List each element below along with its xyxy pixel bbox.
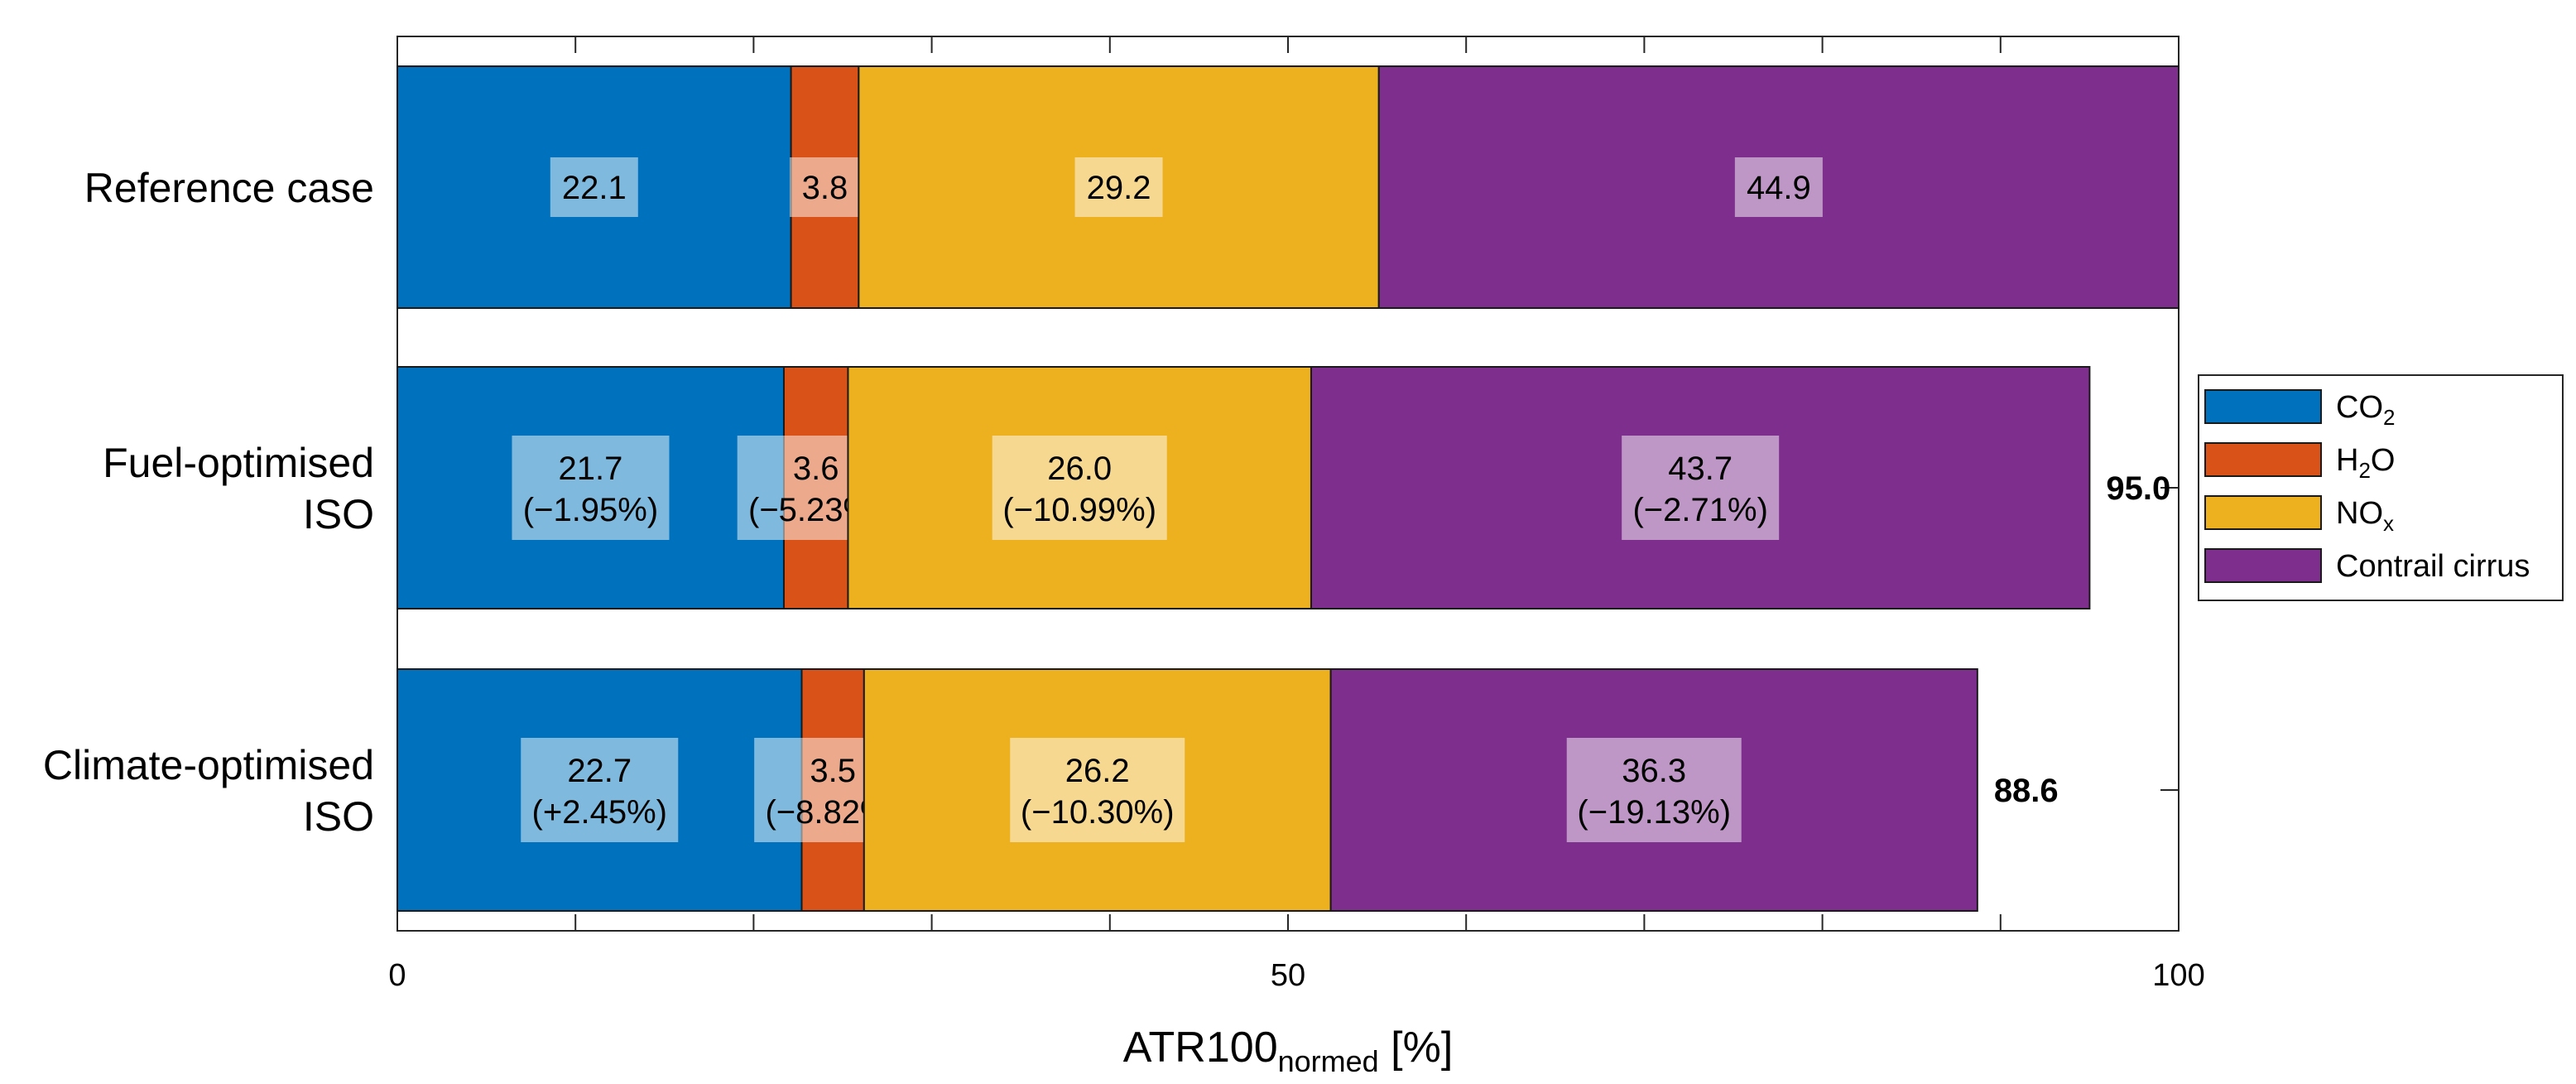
value-label: 29.2 xyxy=(1087,170,1151,206)
category-label: Climate-optimised ISO xyxy=(43,742,374,840)
value-label-number: 43.7 xyxy=(1668,450,1733,487)
legend-entry-text: H xyxy=(2336,443,2358,478)
value-label-box xyxy=(1566,738,1742,842)
value-label-number: 22.7 xyxy=(567,753,632,789)
value-label-change: (−19.13%) xyxy=(1577,794,1731,831)
value-label-number: 3.8 xyxy=(802,170,848,206)
legend-swatch xyxy=(2204,442,2322,477)
x-tick-label: 0 xyxy=(388,958,406,993)
legend-entry-subscript: 2 xyxy=(2383,405,2395,430)
legend-entry: Contrail cirrus xyxy=(2336,549,2530,584)
legend-entry-subscript: 2 xyxy=(2358,458,2370,483)
value-label-box xyxy=(1010,738,1185,842)
value-label: 36.3 (−19.13%) xyxy=(1577,753,1731,831)
value-label: 22.1 xyxy=(562,170,627,206)
value-label-box xyxy=(1734,157,1823,217)
category-label-line: Reference case xyxy=(84,165,374,211)
legend-entry: CO2 xyxy=(2336,390,2395,430)
value-label-change: (−10.30%) xyxy=(1021,794,1175,831)
legend-entry-text: NO xyxy=(2336,496,2383,531)
value-label-change: (+2.45%) xyxy=(532,794,667,831)
value-label-box xyxy=(992,436,1167,540)
category-label-line: ISO xyxy=(303,793,374,840)
value-label-number: 22.1 xyxy=(562,170,627,206)
legend-swatch xyxy=(2204,389,2322,424)
value-label-number: 21.7 xyxy=(559,450,623,487)
legend-entry-text: CO xyxy=(2336,390,2383,425)
value-label-change: (−1.95%) xyxy=(523,492,658,528)
value-label-box xyxy=(1074,157,1163,217)
value-label: 22.7 (+2.45%) xyxy=(532,753,667,831)
x-axis-title-main: ATR100 xyxy=(1123,1024,1278,1072)
value-label-number: 3.5 xyxy=(810,753,856,789)
legend-swatch xyxy=(2204,548,2322,583)
x-tick-label: 100 xyxy=(2152,958,2204,993)
category-label: Fuel-optimised ISO xyxy=(103,440,374,537)
legend-entry: NOx xyxy=(2336,496,2394,536)
value-label-number: 29.2 xyxy=(1087,170,1151,206)
category-label-line: Climate-optimised xyxy=(43,742,374,788)
value-label-box xyxy=(550,157,638,217)
value-label: 21.7 (−1.95%) xyxy=(523,450,658,528)
value-label-box xyxy=(789,157,860,217)
value-label-number: 26.0 xyxy=(1047,450,1112,487)
legend-entry-tail: O xyxy=(2371,443,2396,478)
category-label-line: Fuel-optimised xyxy=(103,440,374,486)
x-axis-title-unit: [%] xyxy=(1379,1024,1454,1072)
value-label: 44.9 xyxy=(1747,170,1811,206)
category-label-line: ISO xyxy=(303,491,374,537)
category-label: Reference case xyxy=(84,165,374,211)
legend-entry-text: Contrail cirrus xyxy=(2336,549,2530,584)
value-label: 26.0 (−10.99%) xyxy=(1002,450,1156,528)
value-label: 43.7 (−2.71%) xyxy=(1632,450,1767,528)
value-label-number: 36.3 xyxy=(1622,753,1686,789)
x-tick-label: 50 xyxy=(1271,958,1305,993)
value-label-change: (−2.71%) xyxy=(1632,492,1767,528)
total-label: 95.0 xyxy=(2106,470,2170,507)
total-label: 88.6 xyxy=(1994,773,2059,809)
value-label: 26.2 (−10.30%) xyxy=(1021,753,1175,831)
value-label-number: 44.9 xyxy=(1747,170,1811,206)
legend-swatch xyxy=(2204,495,2322,530)
value-label-number: 3.6 xyxy=(793,450,839,487)
value-label: 3.8 xyxy=(802,170,848,206)
value-label-box xyxy=(521,738,679,842)
legend-entry: H2O xyxy=(2336,443,2395,483)
x-axis-title: ATR100normed [%] xyxy=(1123,1024,1454,1078)
value-label-box xyxy=(1622,436,1780,540)
value-label-number: 26.2 xyxy=(1065,753,1130,789)
value-label-box xyxy=(512,436,670,540)
value-label-change: (−10.99%) xyxy=(1002,492,1156,528)
x-axis-title-subscript: normed xyxy=(1278,1044,1379,1078)
legend-entry-subscript: x xyxy=(2383,511,2394,536)
